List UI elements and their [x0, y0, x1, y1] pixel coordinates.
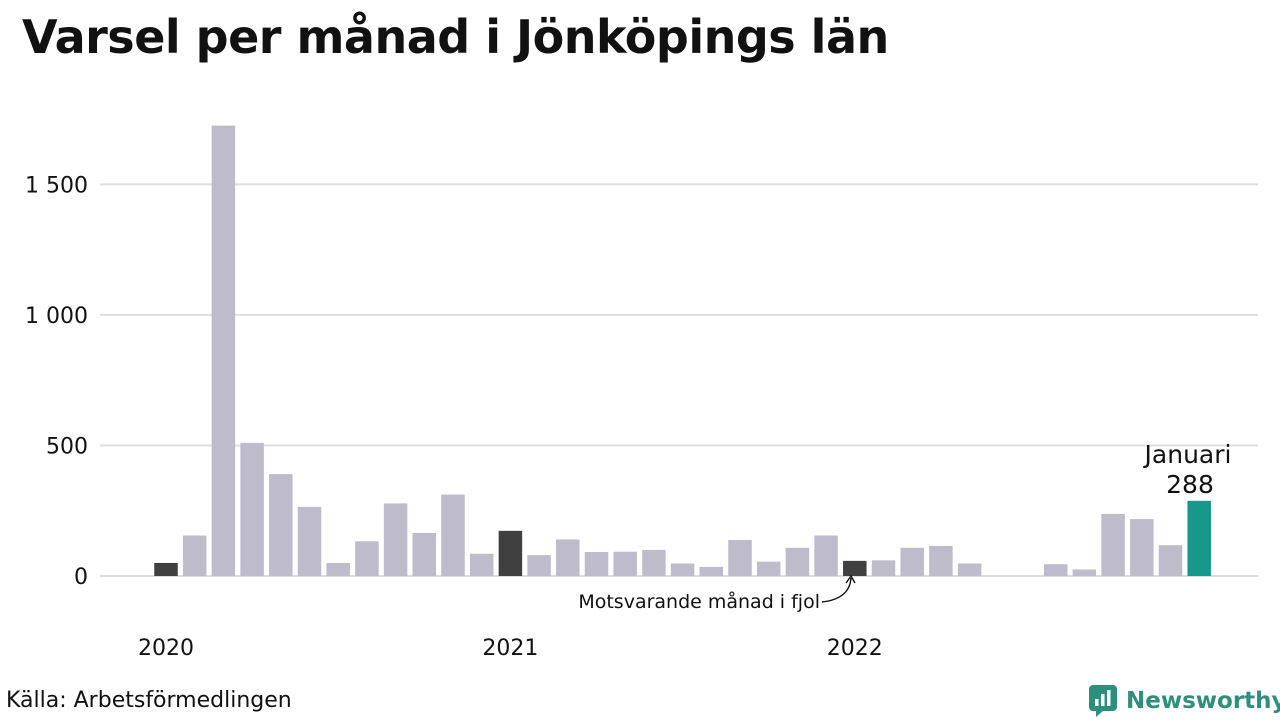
bar-2020-05 [269, 474, 293, 576]
bar-2021-05 [613, 551, 637, 576]
bars [154, 125, 1211, 576]
y-tick-label: 500 [46, 434, 88, 459]
bar-2020-10 [412, 532, 437, 576]
x-tick-label: 2022 [827, 636, 883, 661]
brand-logo: Newsworthy [1088, 684, 1280, 718]
source-note: Källa: Arbetsförmedlingen [6, 688, 292, 713]
bar-2022-11 [1130, 519, 1154, 576]
bar-2020-08 [355, 541, 379, 576]
bar-2022-04 [929, 545, 953, 576]
bar-chart: 0 500 1 000 1 500 2020 2021 2022 Januari 288 … [25, 125, 1258, 661]
bar-2023-01 [1187, 500, 1211, 576]
bar-2020-12 [469, 553, 494, 576]
current-value-label: 288 [1166, 470, 1214, 499]
annotations: Januari 288 Motsvarande månad i fjol [578, 440, 1231, 613]
annotation-arrow [821, 577, 852, 603]
bar-2020-06 [297, 506, 322, 576]
bar-2021-01 [498, 530, 523, 576]
newsworthy-logo-icon [1089, 685, 1117, 717]
bar-2021-04 [584, 551, 609, 576]
same-month-annotation: Motsvarande månad i fjol [578, 590, 820, 613]
bar-2022-10 [1101, 513, 1125, 576]
bar-2020-04 [240, 442, 264, 576]
bar-2022-05 [957, 563, 982, 576]
bar-2020-07 [326, 562, 350, 576]
bar-2022-02 [871, 560, 896, 576]
bar-2022-08 [1043, 564, 1068, 576]
bar-2022-01 [843, 560, 867, 576]
bar-2020-09 [383, 503, 408, 576]
x-axis-tick-labels: 2020 2021 2022 [138, 636, 883, 661]
bar-2021-02 [527, 555, 551, 576]
current-month-label: Januari [1143, 440, 1232, 469]
x-tick-label: 2021 [482, 636, 538, 661]
x-tick-label: 2020 [138, 636, 194, 661]
y-tick-label: 1 500 [25, 173, 88, 198]
bar-2021-10 [756, 561, 781, 576]
bar-2021-12 [814, 535, 838, 576]
y-tick-label: 1 000 [25, 304, 88, 329]
bar-2021-03 [556, 539, 580, 576]
y-tick-label: 0 [74, 565, 88, 590]
bar-2021-09 [728, 539, 752, 576]
bar-2022-12 [1158, 545, 1183, 576]
bar-2021-06 [642, 549, 666, 576]
bar-2022-09 [1072, 569, 1097, 576]
bar-2022-03 [900, 547, 924, 576]
chart-title: Varsel per månad i Jönköpings län [22, 10, 889, 64]
annotation-arrowhead [845, 574, 856, 584]
bar-2020-11 [441, 494, 465, 576]
bar-2021-11 [785, 547, 810, 576]
bar-2021-08 [699, 566, 724, 576]
brand-name: Newsworthy [1126, 688, 1280, 714]
y-axis-tick-labels: 0 500 1 000 1 500 [25, 173, 88, 590]
bar-2020-02 [182, 535, 207, 576]
bar-2020-01 [154, 562, 178, 576]
bar-2021-07 [670, 563, 695, 576]
bar-2020-03 [211, 125, 236, 576]
